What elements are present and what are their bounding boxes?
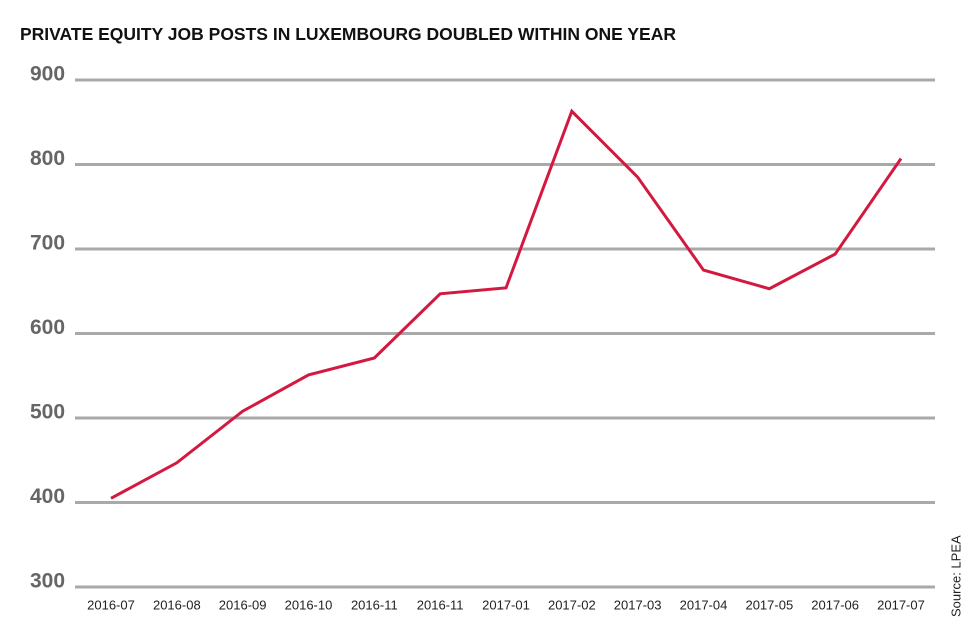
y-tick-label: 500	[30, 401, 65, 424]
y-tick-label: 300	[30, 570, 65, 593]
x-tick-label: 2016-08	[153, 597, 201, 612]
data-line	[110, 108, 903, 500]
y-tick-label: 400	[30, 485, 65, 508]
x-tick-label: 2016-09	[219, 597, 267, 612]
x-tick-label: 2017-04	[680, 597, 728, 612]
y-tick-label: 600	[30, 316, 65, 339]
x-tick-label: 2017-07	[877, 597, 925, 612]
x-tick-label: 2016-07	[87, 597, 135, 612]
y-tick-label: 900	[30, 63, 65, 86]
source-note: Source: LPEA	[948, 535, 963, 617]
x-tick-label: 2017-06	[811, 597, 859, 612]
y-tick-label: 700	[30, 232, 65, 255]
x-tick-label: 2016-11	[417, 597, 464, 612]
x-tick-label: 2016-10	[285, 597, 333, 612]
x-tick-label: 2017-05	[745, 597, 793, 612]
x-tick-label: 2017-01	[482, 597, 530, 612]
x-tick-label: 2016-11	[351, 597, 398, 612]
chart-title: PRIVATE EQUITY JOB POSTS IN LUXEMBOURG D…	[20, 24, 676, 44]
y-tick-label: 800	[30, 147, 65, 170]
x-tick-label: 2017-03	[614, 597, 662, 612]
x-tick-label: 2017-02	[548, 597, 596, 612]
